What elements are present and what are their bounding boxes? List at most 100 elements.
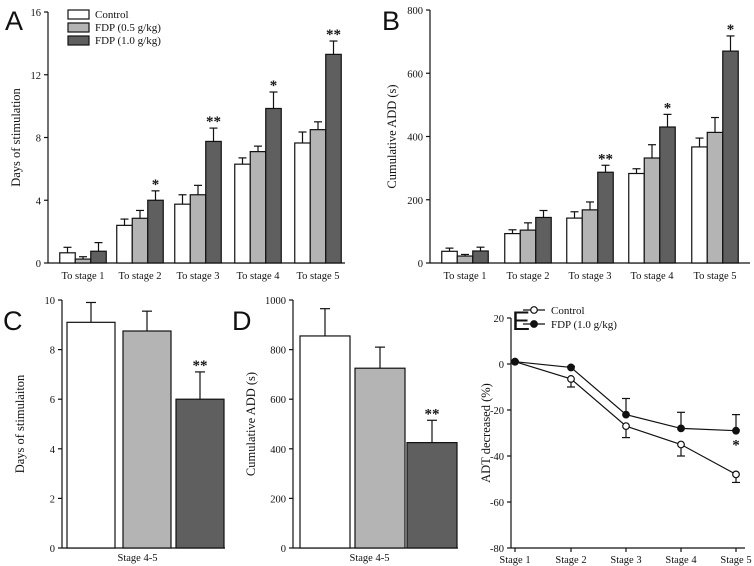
bar (659, 126, 676, 264)
y-axis-label: Days of stimulation (9, 87, 23, 186)
x-axis-label: Stage 4-5 (350, 553, 390, 564)
y-tick-label: 0 (281, 544, 286, 555)
panel-a: A 0 4 8 12 16 Days of stimulation To stage 1 To … (5, 6, 345, 282)
bar (309, 129, 327, 264)
bar (74, 258, 92, 264)
significance-marker: * (732, 438, 740, 454)
bar (265, 107, 282, 264)
y-tick-label: 1000 (265, 296, 286, 307)
y-tick-label: -20 (490, 406, 504, 417)
legend-swatch (67, 9, 90, 20)
y-tick-label: 12 (31, 71, 42, 82)
x-tick-label: To stage 3 (568, 271, 611, 282)
y-tick-label: 0 (50, 544, 55, 555)
y-tick-label: 0 (499, 360, 504, 371)
bar (691, 146, 708, 264)
data-point (567, 363, 575, 372)
y-tick-label: 10 (45, 296, 56, 307)
y-tick-label: 20 (494, 314, 505, 325)
legend-label: FDP (0.5 g/kg) (95, 22, 161, 34)
y-axis-label: ADT decreased (%) (479, 383, 493, 483)
panel-label: A (5, 6, 23, 36)
y-tick-label: 6 (50, 395, 55, 406)
x-tick-label: To stage 4 (630, 271, 674, 282)
panel-label: C (3, 306, 23, 336)
bar (122, 330, 172, 549)
legend-label: Control (95, 9, 129, 21)
data-point (732, 470, 740, 479)
x-tick-label: To stage 1 (61, 271, 104, 282)
significance-marker: ** (598, 151, 613, 167)
bar (643, 157, 661, 264)
bar (722, 50, 739, 264)
bar (189, 194, 207, 264)
x-axis-label: Stage 4-5 (118, 553, 158, 564)
bar (706, 131, 724, 264)
y-tick-label: 600 (407, 69, 423, 80)
data-point (677, 440, 685, 449)
significance-marker: ** (206, 114, 221, 130)
y-tick-label: 4 (50, 445, 56, 456)
bar (66, 321, 116, 549)
legend-swatch (67, 22, 90, 33)
panel-label: E (512, 306, 530, 336)
x-tick-label: To stage 5 (296, 271, 339, 282)
bar (175, 398, 225, 549)
bar (294, 142, 311, 264)
data-point (677, 424, 685, 433)
x-tick-label: To stage 2 (506, 271, 549, 282)
bar (472, 250, 489, 264)
significance-marker: * (664, 100, 672, 116)
x-tick-label: To stage 5 (693, 271, 736, 282)
y-tick-label: 0 (418, 259, 423, 270)
bar (519, 229, 537, 264)
significance-marker: * (727, 22, 735, 38)
bar (234, 163, 251, 264)
legend-label: FDP (1.0 g/kg) (551, 319, 617, 331)
bar (441, 250, 458, 264)
panel-e: E -80 -60 -40 -20 0 20 ADT decreased (%) Stage 1… (479, 305, 752, 566)
panel-b: B 0 200 400 600 800 Cumulative ADD (s) To stage… (382, 6, 750, 282)
legend-label: Control (551, 305, 585, 317)
significance-marker: ** (326, 27, 341, 43)
y-axis-label: Days of stimulaiton (13, 374, 27, 473)
panel-c: C 0 2 4 6 8 10 Days of stimulaiton ** Stage 4-5 (3, 296, 225, 564)
y-axis-label: Cumulative ADD (s) (385, 84, 399, 188)
panel-label: D (232, 306, 252, 336)
y-tick-label: 600 (270, 395, 286, 406)
y-tick-label: 8 (50, 346, 55, 357)
y-axis-label: Cumulative ADD (s) (244, 372, 258, 476)
significance-marker: * (270, 78, 278, 94)
bar (535, 216, 552, 264)
x-tick-label: Stage 3 (610, 555, 641, 566)
significance-marker: * (152, 177, 160, 193)
significance-marker: ** (193, 358, 208, 374)
legend-marker (530, 320, 538, 328)
y-tick-label: 400 (270, 445, 286, 456)
data-point (511, 357, 519, 366)
legend-label: FDP (1.0 g/kg) (95, 35, 161, 47)
y-tick-label: 8 (36, 134, 41, 145)
bar (131, 217, 149, 264)
y-tick-label: 400 (407, 133, 423, 144)
bar (147, 199, 164, 264)
panel-d: D 0 200 400 600 800 1000 Cumulative ADD (s) ** St… (232, 296, 458, 564)
y-tick-label: 200 (270, 494, 286, 505)
bar (456, 255, 474, 264)
y-tick-label: 800 (270, 346, 286, 357)
significance-marker: ** (425, 406, 440, 422)
bar (354, 367, 406, 549)
bar (566, 217, 583, 264)
bar (116, 224, 133, 264)
x-tick-label: To stage 2 (118, 271, 161, 282)
data-point (622, 410, 630, 419)
y-tick-label: 16 (31, 8, 42, 19)
y-tick-label: -40 (490, 452, 504, 463)
x-tick-label: Stage 2 (555, 555, 586, 566)
bar (299, 335, 351, 549)
x-tick-label: To stage 1 (443, 271, 486, 282)
y-tick-label: 200 (407, 196, 423, 207)
data-point (567, 375, 575, 383)
x-tick-label: To stage 4 (236, 271, 280, 282)
x-tick-label: To stage 3 (176, 271, 219, 282)
